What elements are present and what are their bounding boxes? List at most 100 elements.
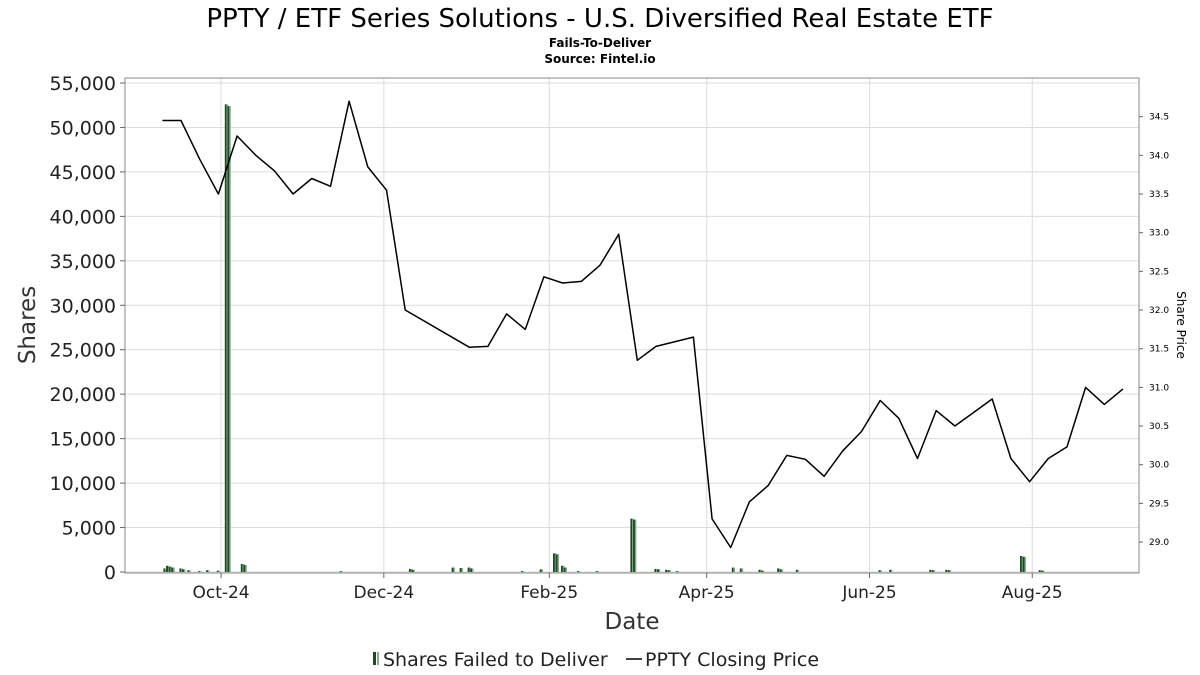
ftd-bar-light [472,568,474,572]
ftd-bar [577,571,581,572]
legend-bar-swatch-shade [377,652,379,665]
ftd-bar [166,565,170,572]
ftd-bar-dark [339,571,342,572]
x-tick-label: Aug-25 [1002,583,1063,603]
chart-subtitle-1: Fails-To-Deliver [549,36,651,50]
ftd-bar-light [669,570,672,572]
y-axis-label: Shares [15,286,41,364]
ftd-bar [657,569,661,572]
y-tick-label: 50,000 [50,117,116,139]
y-tick-label: 25,000 [50,340,116,362]
y-tick-label: 35,000 [50,251,116,273]
ftd-bar [411,569,415,572]
ftd-bar-dark [1019,555,1022,572]
ftd-bar-dark [240,563,243,572]
ftd-bar [945,569,949,572]
ftd-bar-light [677,571,680,572]
y-tick-label: 0 [104,562,116,584]
ftd-bar-light [469,567,471,572]
ftd-bar-light [410,568,413,572]
y2-tick-label: 31.0 [1149,383,1169,393]
ftd-bar-dark [163,568,166,572]
y2-tick-label: 29.0 [1149,538,1169,548]
ftd-bar-light [453,567,455,572]
ftd-bar [931,570,936,572]
y2-axis-label: Share Price [1174,291,1188,359]
ftd-bar [1022,556,1026,572]
ftd-bar-dark [795,569,798,572]
ftd-bar [243,564,247,572]
ftd-bar [553,553,557,572]
ftd-bar-light [167,565,170,572]
ftd-bar [224,104,229,572]
ftd-bar-dark [889,569,892,572]
ftd-bar-light [741,568,744,572]
ftd-bar-dark [179,568,182,572]
ftd-bar-light [1040,570,1042,572]
ftd-bar-light [763,570,765,572]
ftd-bar [1019,555,1024,572]
ftd-bar [889,569,893,572]
ftd-bar [182,569,186,572]
ftd-bar-dark [1041,570,1044,572]
ftd-bar [206,570,210,572]
ftd-bar-dark [166,565,168,572]
ftd-bar-light [229,106,231,572]
ftd-bar-light [779,568,781,572]
ftd-bar [198,571,202,572]
ftd-bar-light [557,554,559,572]
ftd-bars [163,104,1045,572]
ftd-bar [779,569,784,572]
legend-bar-swatch [373,652,376,665]
ftd-bar-light [656,568,658,572]
ftd-bar [467,567,471,572]
ftd-bar-light [1043,570,1045,572]
ftd-bar-dark [187,570,190,572]
ftd-bar [555,554,559,572]
ftd-bar-dark [243,564,246,572]
legend: Shares Failed to Deliver PPTY Closing Pr… [373,649,819,671]
ftd-bar [633,519,637,572]
ftd-bar-dark [667,570,670,572]
ftd-bar-light [245,564,247,572]
ftd-bar-dark [520,571,523,572]
ftd-bar-dark [451,567,454,572]
x-tick-label: Apr-25 [679,583,735,603]
ftd-bar-dark [224,104,227,572]
ftd-bar-light [1021,555,1024,572]
ftd-bar-light [634,519,637,572]
ftd-bar-light [880,570,882,572]
ftd-bar-light [341,571,343,572]
y2-tick-label: 31.5 [1149,345,1169,355]
ftd-bar-dark [216,570,219,572]
ftd-bar-light [522,571,525,572]
ftd-bar [520,571,525,572]
ftd-bar [630,518,634,572]
ftd-bar-dark [168,566,171,572]
ftd-bar-dark [777,568,780,572]
ftd-bar-light [949,570,952,572]
ftd-bar-dark [665,569,667,572]
ftd-bar-light [226,104,229,572]
ftd-bar [227,106,231,572]
ftd-bar [878,570,882,572]
ftd-bar [216,570,221,572]
ftd-bar-light [181,568,183,572]
ftd-bar-dark [171,567,174,572]
y-tick-label: 30,000 [50,295,116,317]
ftd-bar-dark [657,569,659,572]
y-tick-label: 55,000 [50,73,116,95]
ftd-bar [731,567,736,572]
ftd-bar [470,568,474,572]
ftd-bar-light [666,569,669,572]
ftd-bar-dark [411,569,414,572]
ftd-bar-dark [630,518,633,572]
y2-axis-ticks: 29.0 29.5 30.0 30.5 31.0 31.5 32.0 32.5 33.0 33.5… [1139,113,1169,548]
ftd-bar-light [242,563,245,572]
x-tick-label: Dec-24 [354,583,415,603]
y2-tick-label: 33.0 [1149,229,1169,239]
ftd-bar-dark [1038,570,1041,572]
ftd-bar-dark [758,569,761,572]
ftd-bar-dark [654,568,657,572]
